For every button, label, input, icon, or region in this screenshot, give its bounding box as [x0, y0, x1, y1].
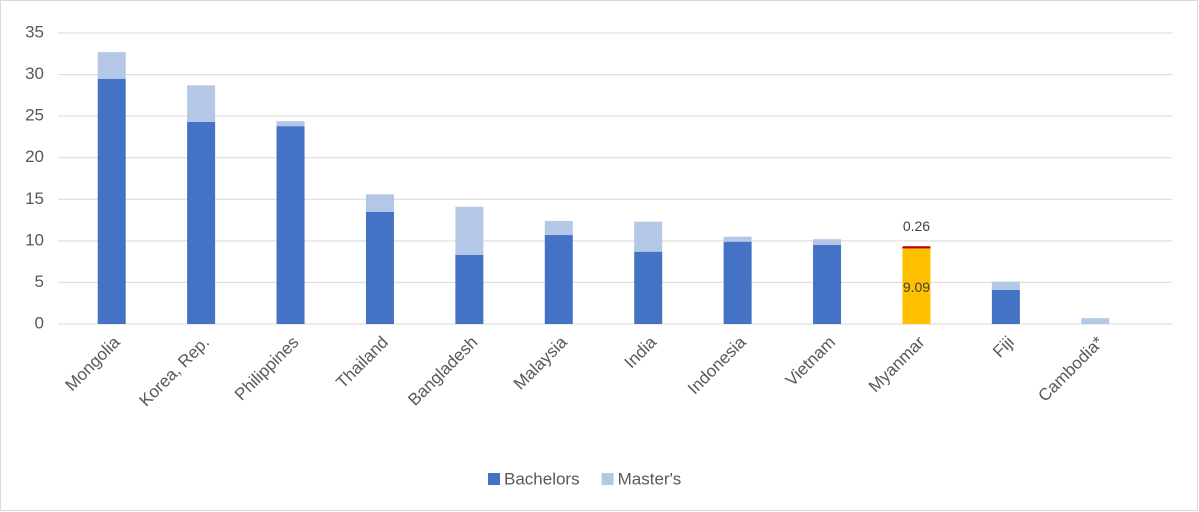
bar-segment — [455, 206, 484, 255]
bar-segment — [187, 121, 216, 324]
y-tick-label: 15 — [25, 189, 44, 208]
y-tick-label: 5 — [35, 272, 44, 291]
bar-segment — [97, 52, 126, 79]
bar-segment — [365, 211, 394, 324]
bar-segment — [634, 251, 663, 324]
bar-segment — [634, 221, 663, 252]
bar-segment — [97, 78, 126, 324]
y-tick-label: 25 — [25, 106, 44, 125]
bar-segment — [365, 194, 394, 212]
bar-segment — [544, 235, 573, 324]
y-tick-label: 0 — [35, 313, 44, 332]
bar-segment — [902, 246, 931, 249]
bar-segment — [723, 241, 752, 324]
legend-swatch — [601, 473, 614, 485]
legend-label: Bachelors — [504, 469, 580, 488]
bar-segment — [544, 220, 573, 236]
legend-swatch — [488, 473, 500, 485]
bar-segment — [1081, 318, 1110, 324]
bar-segment — [276, 126, 305, 325]
bar-segment — [276, 121, 305, 127]
bar-segment — [723, 236, 752, 242]
y-tick-label: 35 — [25, 22, 44, 41]
legend-label: Master's — [618, 469, 682, 488]
bar-segment — [187, 85, 216, 122]
y-tick-label: 20 — [25, 147, 44, 166]
bar-segment — [991, 289, 1020, 324]
data-label: 0.26 — [903, 218, 930, 234]
bar-segment — [813, 245, 842, 324]
bar-segment — [902, 248, 931, 324]
bar-segment — [991, 281, 1020, 290]
bar-segment — [455, 254, 484, 324]
bar-segment — [813, 239, 842, 246]
data-label: 9.09 — [903, 279, 930, 295]
y-tick-label: 30 — [25, 64, 44, 83]
y-tick-label: 10 — [25, 230, 44, 249]
